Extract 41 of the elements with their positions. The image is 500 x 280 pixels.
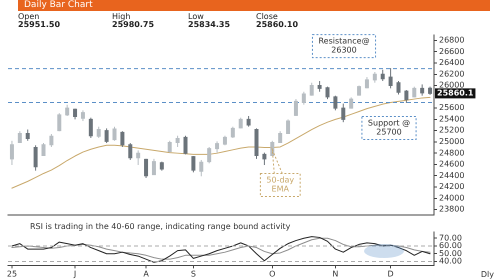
- ref-line-label: Support @ 25700: [368, 118, 410, 137]
- y-tick-label: 25200: [439, 126, 464, 135]
- text: 25860.1: [437, 88, 474, 98]
- x-tick-label: D: [388, 269, 394, 278]
- text: 25834.35: [188, 20, 230, 29]
- x-tick-label: 25: [6, 269, 18, 278]
- y-tick-label: 24000: [439, 193, 464, 202]
- y-tick-label: 26400: [439, 58, 464, 68]
- text: 25951.50: [18, 20, 60, 29]
- y-tick-label: 26600: [439, 46, 464, 56]
- y-tick-label: 26200: [439, 69, 464, 78]
- y-tick-label: 24600: [439, 160, 464, 169]
- y-tick-label: 24800: [439, 148, 464, 158]
- text: RSI is trading in the 40-60 range, indicating range bound activity: [30, 222, 291, 232]
- text: Dly: [480, 270, 494, 280]
- y-tick-label: 70.00: [439, 233, 462, 242]
- y-tick-label: 25600: [439, 103, 464, 112]
- text: 50-day EMA: [266, 176, 294, 194]
- x-tick-label: S: [190, 269, 196, 278]
- text: High: [112, 12, 130, 21]
- y-tick-label: 25000: [439, 136, 464, 146]
- x-tick-label: J: [72, 269, 76, 278]
- x-tick-label: A: [143, 269, 150, 278]
- y-tick-label: 23800: [439, 204, 464, 214]
- y-tick-label: 60.00: [439, 241, 462, 250]
- text: Low: [188, 12, 204, 21]
- y-tick-label: 24400: [439, 170, 464, 180]
- x-tick-label: N: [332, 269, 338, 278]
- y-tick-label: 40.00: [439, 256, 462, 266]
- text: Close: [256, 12, 278, 21]
- text: 25980.75: [112, 20, 154, 29]
- text: 25860.10: [256, 20, 298, 29]
- y-tick-label: 50.00: [439, 248, 462, 258]
- text: Open: [18, 12, 40, 21]
- y-tick-label: 26800: [439, 36, 464, 45]
- ref-line-label: Resistance@ 26300: [318, 36, 370, 55]
- y-tick-label: 26000: [439, 80, 464, 90]
- y-tick-label: 24200: [439, 182, 464, 192]
- y-tick-label: 25400: [439, 114, 464, 124]
- chart-title: Daily Bar Chart: [18, 0, 490, 11]
- x-tick-label: O: [269, 269, 276, 278]
